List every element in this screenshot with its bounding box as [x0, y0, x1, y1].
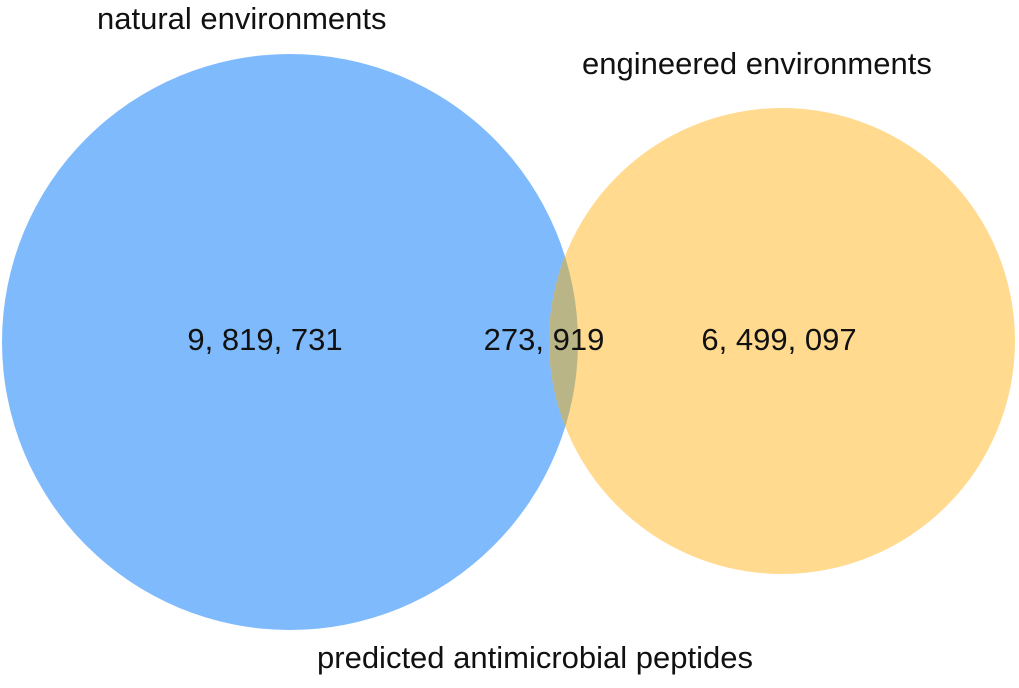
intersection-count: 273, 919 — [484, 322, 605, 357]
natural-environments-circle — [2, 54, 578, 630]
engineered-environments-label: engineered environments — [582, 46, 932, 81]
engineered-only-count: 6, 499, 097 — [701, 322, 856, 357]
natural-environments-label: natural environments — [97, 1, 387, 36]
diagram-caption: predicted antimicrobial peptides — [317, 640, 753, 675]
engineered-environments-circle — [549, 108, 1015, 574]
natural-only-count: 9, 819, 731 — [187, 322, 342, 357]
